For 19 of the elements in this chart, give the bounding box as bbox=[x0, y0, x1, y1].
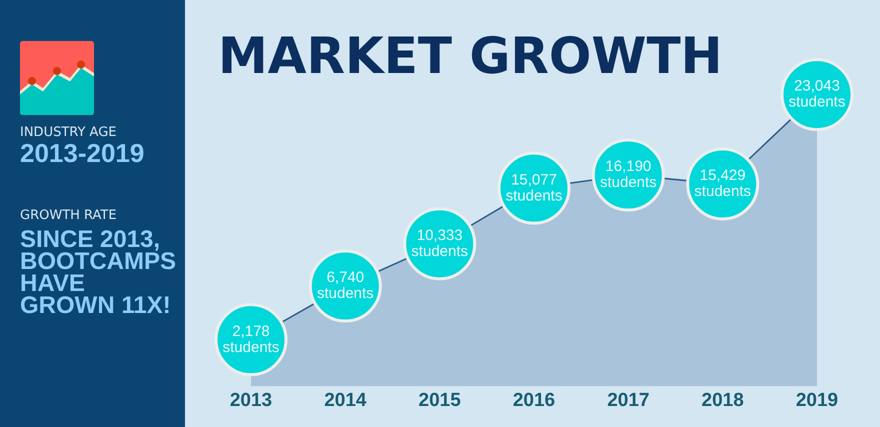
text: GROWTH RATE bbox=[20, 208, 118, 223]
data-label: 23,043 students bbox=[788, 78, 846, 111]
data-label: 15,077 students bbox=[506, 171, 562, 204]
x-tick-label: 2018 bbox=[702, 390, 744, 411]
text: SINCE 2013, BOOTCAMPS HAVE GROWN 11X! bbox=[20, 226, 177, 319]
data-label: 10,333 students bbox=[411, 226, 468, 260]
x-tick-label: 2017 bbox=[607, 390, 650, 411]
text: 2013-2019 bbox=[20, 138, 146, 168]
x-tick-label: 2014 bbox=[324, 390, 367, 411]
data-label: 16,190 students bbox=[600, 158, 657, 192]
text: INDUSTRY AGE bbox=[20, 124, 118, 140]
x-tick-label: 2013 bbox=[230, 390, 272, 411]
chart-title: MARKET GROWTH bbox=[218, 27, 723, 85]
data-label: 2,178 students bbox=[222, 322, 280, 356]
x-tick-label: 2019 bbox=[796, 390, 838, 411]
data-label: 6,740 students bbox=[316, 269, 374, 302]
x-tick-label: 2015 bbox=[418, 390, 462, 411]
data-label: 15,429 students bbox=[694, 167, 752, 200]
x-tick-label: 2016 bbox=[512, 390, 556, 411]
